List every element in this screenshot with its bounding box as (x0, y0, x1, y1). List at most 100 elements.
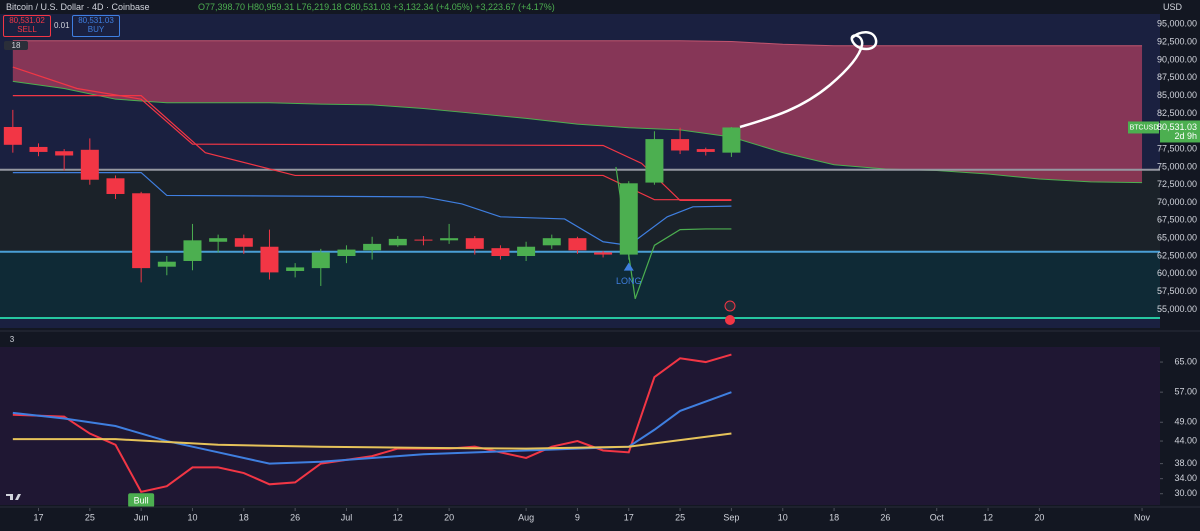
candle-body (388, 238, 407, 246)
y-tick-label: 75,000.00 (1157, 161, 1197, 171)
x-tick-label: 9 (575, 512, 580, 522)
ohlc-values: O77,398.70 H80,959.31 L76,219.18 C80,531… (198, 2, 555, 12)
indicator-line (12, 432, 732, 450)
indicator-line (12, 66, 732, 202)
last-price-label: 80,531.03 (1157, 122, 1197, 132)
cloud-lower (12, 80, 1143, 184)
candle-body (722, 127, 741, 153)
x-tick-label: Oct (930, 512, 945, 522)
y-tick-label: 65,000.00 (1157, 233, 1197, 243)
x-tick-label: 17 (33, 512, 43, 522)
candle-body (3, 126, 22, 145)
candle-body (619, 183, 638, 255)
symbol-tag (1128, 121, 1159, 134)
event-icon (724, 300, 736, 312)
y-tick-label: 30.00 (1174, 488, 1197, 498)
indicator-line (12, 353, 732, 493)
candle-body (363, 243, 382, 251)
candle-body (183, 240, 202, 261)
x-tick-label: Jul (341, 512, 353, 522)
y-tick-label: 77,500.00 (1157, 143, 1197, 153)
candle-body (465, 238, 484, 249)
y-tick-label: 67,500.00 (1157, 215, 1197, 225)
y-tick-label: 65.00 (1174, 356, 1197, 366)
x-tick-label: 17 (624, 512, 634, 522)
x-tick-label: 12 (983, 512, 993, 522)
y-tick-label: 57.00 (1174, 387, 1197, 397)
buy-button[interactable]: 80,531.03 BUY (72, 15, 120, 37)
y-tick-label: 62,500.00 (1157, 250, 1197, 260)
x-tick-label: 25 (85, 512, 95, 522)
annotation-label: LONG (616, 276, 642, 286)
y-tick-label: 90,000.00 (1157, 54, 1197, 64)
candle-body (157, 261, 176, 267)
x-tick-label: 18 (829, 512, 839, 522)
cloud-upper (12, 40, 1143, 47)
candle-body (671, 139, 690, 151)
buy-label: BUY (87, 25, 105, 34)
x-tick-label: 20 (1034, 512, 1044, 522)
sell-button[interactable]: 80,531.02 SELL (3, 15, 51, 37)
y-tick-label: 85,000.00 (1157, 90, 1197, 100)
y-tick-label: 34.00 (1174, 473, 1197, 483)
candle-body (80, 149, 99, 180)
y-tick-label: 55,000.00 (1157, 304, 1197, 314)
candle-body (55, 151, 74, 156)
candle-body (645, 139, 664, 183)
y-tick-label: 72,500.00 (1157, 179, 1197, 189)
indicator-line (12, 172, 732, 246)
annotation-box (128, 493, 155, 508)
event-icon (725, 315, 735, 325)
x-tick-label: 18 (239, 512, 249, 522)
candle-body (209, 238, 228, 242)
candle-body (260, 246, 279, 273)
y-tick-label: 82,500.00 (1157, 108, 1197, 118)
candle-body (311, 252, 330, 269)
y-tick-label: 38.00 (1174, 458, 1197, 468)
x-tick-label: 25 (675, 512, 685, 522)
currency[interactable]: USD (1163, 2, 1183, 12)
x-tick-label: Jun (134, 512, 149, 522)
y-tick-label: 95,000.00 (1157, 19, 1197, 29)
candle-body (29, 146, 48, 152)
x-tick-label: 10 (187, 512, 197, 522)
hand-drawing (739, 31, 878, 129)
indicator-line (12, 391, 732, 465)
candle-body (286, 267, 305, 271)
price-axis (1160, 14, 1200, 328)
price-axis (1160, 347, 1200, 505)
x-tick-label: 10 (778, 512, 788, 522)
sell-price: 80,531.02 (9, 16, 45, 25)
x-tick-label: 20 (444, 512, 454, 522)
candle-body (491, 248, 510, 257)
x-tick-label: 26 (290, 512, 300, 522)
y-tick-label: 60,000.00 (1157, 268, 1197, 278)
pane-background (0, 347, 1160, 505)
signal-arrow (623, 262, 634, 271)
buy-price: 80,531.03 (78, 16, 114, 25)
y-tick-label: 92,500.00 (1157, 37, 1197, 47)
indicator-toggle[interactable]: 18 (4, 41, 28, 50)
candle-body (440, 238, 459, 241)
candle-body (517, 246, 536, 257)
annotation-label: Bull (134, 496, 149, 506)
spread: 0.01 (54, 21, 70, 30)
candle-body (132, 193, 151, 269)
candle-body (568, 238, 587, 251)
candle-body (696, 149, 715, 152)
countdown: 2d 9h (1174, 131, 1197, 141)
y-tick-label: 57,500.00 (1157, 286, 1197, 296)
cloud-area (12, 40, 1143, 183)
zone (0, 169, 1160, 252)
y-tick-label: 44.00 (1174, 435, 1197, 445)
x-tick-label: 12 (393, 512, 403, 522)
indicator-toggle[interactable]: 3 (9, 335, 15, 344)
y-tick-label: 87,500.00 (1157, 72, 1197, 82)
candle-body (594, 252, 613, 255)
indicator-line (615, 166, 732, 299)
candle-body (337, 249, 356, 257)
x-tick-label: Aug (518, 512, 534, 522)
candle-body (106, 178, 125, 194)
